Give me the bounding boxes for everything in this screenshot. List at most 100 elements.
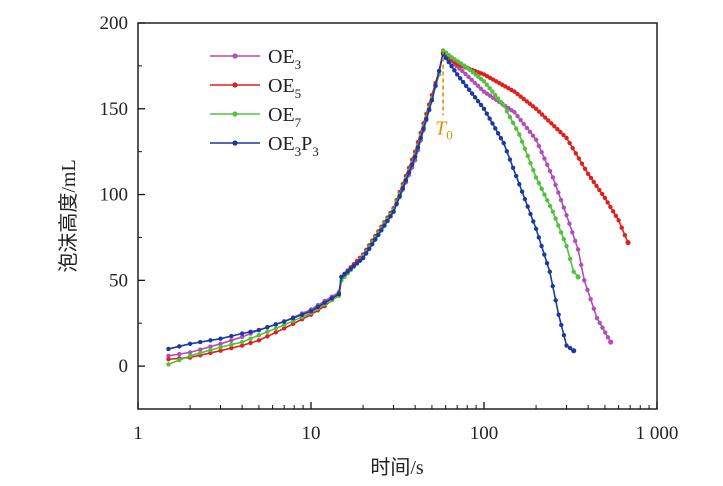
data-point xyxy=(370,241,375,247)
legend-label-sub: 7 xyxy=(295,115,302,130)
data-point xyxy=(403,178,409,183)
data-point xyxy=(457,76,463,81)
data-point xyxy=(433,83,438,88)
data-point xyxy=(265,334,270,339)
data-point xyxy=(481,79,487,84)
legend-label-base: OE xyxy=(268,104,295,126)
data-point xyxy=(166,357,171,362)
data-point xyxy=(256,333,262,338)
data-point xyxy=(400,185,406,191)
data-point xyxy=(397,193,402,199)
series-line xyxy=(168,53,612,357)
legend-label: OE5 xyxy=(268,75,301,101)
data-point xyxy=(602,195,608,201)
data-point xyxy=(513,126,519,131)
data-point xyxy=(521,121,526,127)
data-point xyxy=(429,98,435,103)
data-point xyxy=(385,218,390,224)
legend-label: OE3P3 xyxy=(268,133,319,159)
data-point xyxy=(493,126,498,131)
data-point xyxy=(504,108,510,114)
series-layer xyxy=(166,48,631,367)
data-point xyxy=(484,111,490,116)
data-point xyxy=(608,204,613,210)
data-point xyxy=(478,86,484,91)
data-point xyxy=(339,274,344,280)
data-point xyxy=(388,214,393,219)
data-point xyxy=(564,343,569,348)
data-point xyxy=(187,353,193,359)
data-point xyxy=(575,247,581,252)
data-point xyxy=(539,243,544,249)
series-oe3 xyxy=(166,51,614,359)
data-point xyxy=(582,166,588,172)
series-line xyxy=(168,53,575,352)
data-point xyxy=(542,192,547,197)
legend-marker xyxy=(232,111,238,117)
data-point xyxy=(239,343,245,348)
data-point xyxy=(522,196,528,202)
data-point xyxy=(570,230,575,235)
data-point xyxy=(360,255,366,261)
data-point xyxy=(582,278,587,283)
data-point xyxy=(424,116,429,122)
data-point xyxy=(558,230,564,235)
data-point xyxy=(588,297,593,302)
data-point xyxy=(588,175,594,181)
x-axis-title: 时间/s xyxy=(370,456,424,479)
data-point xyxy=(187,350,193,355)
legend-item-oe7: OE7 xyxy=(210,104,302,130)
legend-label: OE3 xyxy=(268,46,301,72)
data-point xyxy=(218,341,223,347)
data-point xyxy=(472,95,478,100)
data-point xyxy=(519,189,525,194)
legend-label: OE7 xyxy=(268,104,302,130)
data-point xyxy=(363,251,369,256)
data-point xyxy=(282,319,287,324)
data-point xyxy=(208,344,213,349)
data-point xyxy=(528,211,533,217)
legend-label-base: OE xyxy=(268,133,295,155)
data-point xyxy=(556,190,561,195)
y-tick-label: 0 xyxy=(119,356,129,377)
data-point xyxy=(571,269,576,274)
data-point xyxy=(579,161,585,166)
data-point xyxy=(308,309,314,314)
data-point xyxy=(522,146,528,152)
data-point xyxy=(418,135,423,141)
data-point xyxy=(218,336,223,341)
data-point xyxy=(553,216,558,221)
data-point xyxy=(561,132,566,138)
data-point xyxy=(536,109,542,114)
data-point xyxy=(531,219,536,224)
data-point xyxy=(415,145,421,150)
data-point xyxy=(536,143,542,149)
data-point xyxy=(460,79,466,85)
data-point xyxy=(619,225,624,230)
data-point xyxy=(436,68,442,74)
data-point xyxy=(544,260,550,266)
data-point xyxy=(239,339,245,345)
data-point xyxy=(542,156,547,161)
data-point xyxy=(555,126,560,132)
data-point xyxy=(198,347,203,352)
data-point xyxy=(248,336,253,341)
data-point xyxy=(475,98,481,104)
data-point xyxy=(256,327,262,333)
y-axis-title: 泡沫高度/mL xyxy=(57,159,80,272)
data-point xyxy=(229,333,234,339)
x-axis: 1 10 100 1 000 xyxy=(133,402,678,444)
data-point xyxy=(426,107,432,112)
data-point xyxy=(455,72,460,77)
t0-label-subscript: 0 xyxy=(446,127,453,142)
data-point xyxy=(373,237,378,242)
data-point xyxy=(533,137,539,142)
data-point xyxy=(187,341,193,347)
data-point xyxy=(510,120,516,126)
data-point xyxy=(229,345,234,351)
legend-item-oe5: OE5 xyxy=(210,75,301,101)
series-oe3p3 xyxy=(166,51,577,354)
data-point xyxy=(336,291,342,297)
data-point xyxy=(348,266,353,272)
data-point xyxy=(412,154,418,160)
